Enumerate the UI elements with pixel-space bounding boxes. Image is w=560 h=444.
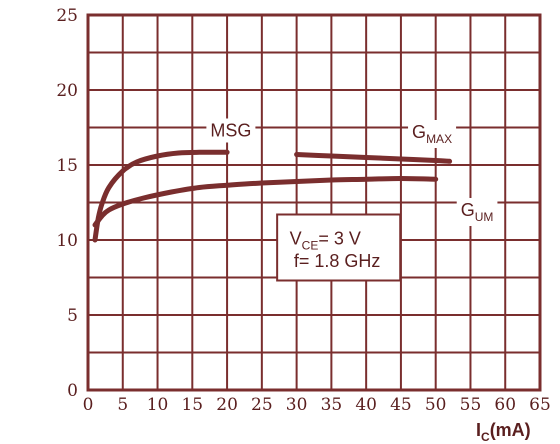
- x-tick-labels: 0 5 10 15 20 25 30 35 40 45 50 55 60 65: [83, 395, 551, 415]
- y-tick-label-5: 5: [67, 306, 78, 326]
- y-tick-labels: 0 5 10 15 20 25: [56, 6, 78, 401]
- x-tick-label-10: 10: [147, 395, 169, 415]
- series-label-gum: GUM: [461, 200, 494, 224]
- gum-label-background: [456, 198, 498, 226]
- msg-label-background: [206, 118, 256, 143]
- gum-label-main: G: [461, 200, 475, 220]
- gmax-label-sub: MAX: [426, 132, 452, 146]
- x-tick-label-5: 5: [117, 395, 128, 415]
- gmax-label-background: [408, 120, 457, 148]
- conditions-frequency: f= 1.8 GHz: [294, 251, 381, 271]
- x-axis-label-main: I: [476, 420, 481, 440]
- gmax-label-main: G: [412, 122, 426, 142]
- x-tick-label-15: 15: [181, 395, 203, 415]
- x-tick-label-65: 65: [529, 395, 551, 415]
- x-tick-label-50: 50: [425, 395, 447, 415]
- x-axis-label-sub: C: [481, 430, 490, 444]
- x-tick-label-45: 45: [390, 395, 412, 415]
- plot-frame: [86, 13, 542, 392]
- y-tick-label-0: 0: [67, 381, 78, 401]
- y-tick-label-15: 15: [56, 156, 78, 176]
- y-tick-label-10: 10: [56, 231, 78, 251]
- curve-gum: [92, 176, 439, 228]
- gum-label-sub: UM: [475, 210, 494, 224]
- x-tick-label-55: 55: [460, 395, 482, 415]
- x-tick-label-40: 40: [355, 395, 377, 415]
- x-tick-label-30: 30: [286, 395, 308, 415]
- x-tick-label-20: 20: [216, 395, 238, 415]
- x-tick-label-0: 0: [83, 395, 94, 415]
- curve-msg: [92, 149, 230, 243]
- vce-main: V: [290, 229, 302, 249]
- x-tick-label-35: 35: [321, 395, 343, 415]
- vce-sub: CE: [302, 239, 319, 253]
- x-tick-label-25: 25: [251, 395, 273, 415]
- conditions-box: [276, 213, 402, 282]
- vce-value: = 3 V: [318, 229, 361, 249]
- curve-gmax: [294, 152, 453, 164]
- series-label-gmax: GMAX: [412, 122, 452, 146]
- x-axis-label: IC(mA): [476, 420, 531, 444]
- conditions-vce: VCE= 3 V: [290, 229, 361, 253]
- curves: [92, 149, 453, 243]
- x-axis-label-unit: (mA): [490, 420, 531, 440]
- y-tick-label-25: 25: [56, 6, 78, 26]
- x-tick-label-60: 60: [494, 395, 516, 415]
- y-tick-label-20: 20: [56, 81, 78, 101]
- series-label-msg: MSG: [210, 121, 251, 141]
